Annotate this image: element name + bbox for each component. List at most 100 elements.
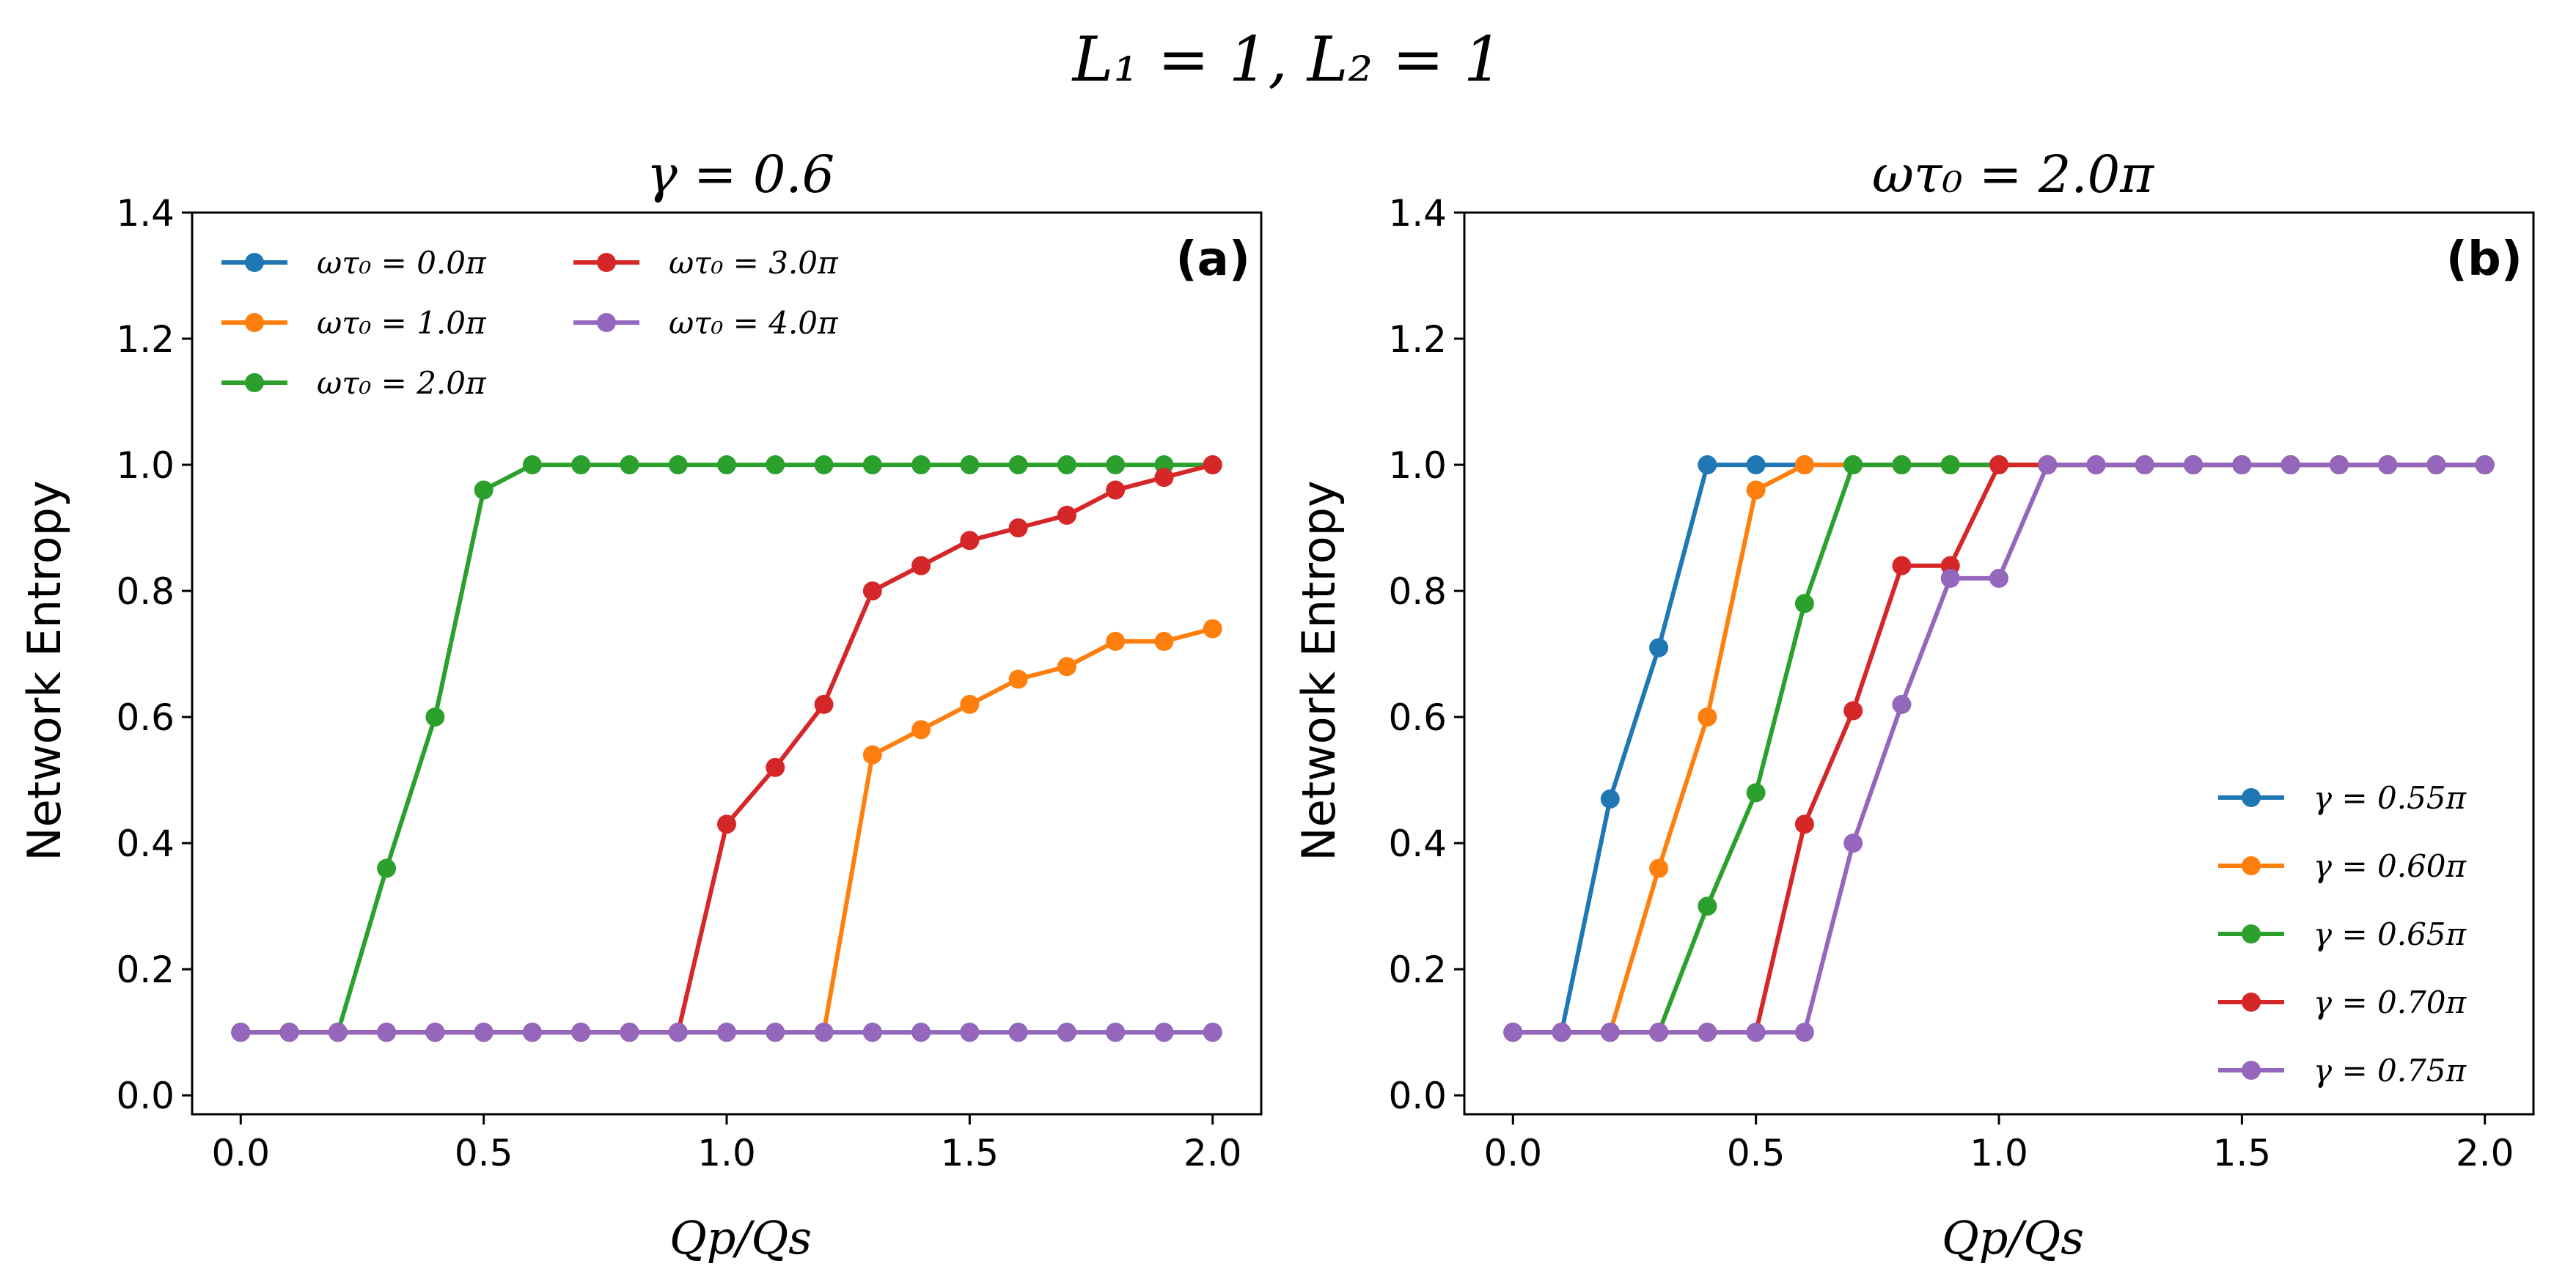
panel-b-xtick-label: 1.5 [2213, 1132, 2272, 1174]
panel-a-series-3-point [814, 694, 834, 714]
panel-b-ytick-label: 1.2 [1388, 318, 1447, 361]
panel-b-series-4-point [1892, 694, 1912, 714]
panel-a-series-1-point [1154, 631, 1174, 651]
panel-a-series-2-point [620, 455, 639, 475]
panel-b-legend-label: γ = 0.55π [2313, 780, 2467, 816]
panel-a-legend-marker [245, 373, 264, 392]
panel-b-series-4-point [2086, 455, 2106, 475]
panel-a-xtick-label: 0.0 [212, 1132, 271, 1174]
panel-a-legend-label: ωτ₀ = 3.0π [669, 245, 839, 281]
panel-a-series-3-point [1203, 455, 1222, 475]
panel-a-series-3-point [1154, 468, 1174, 487]
panel-b-legend-marker [2242, 856, 2261, 875]
panel-b-label: (b) [2446, 232, 2522, 287]
panel-b-ytick-label: 0.0 [1388, 1075, 1447, 1117]
panel-a-legend-label: ωτ₀ = 1.0π [317, 305, 487, 341]
panel-b-series-4-point [1600, 1023, 1620, 1042]
panel-a-series-4-point [328, 1023, 348, 1042]
panel-b-series-0-point [1698, 455, 1717, 475]
panel-b-series-4-point [2232, 455, 2252, 475]
panel-a-ytick-label: 0.4 [116, 823, 175, 865]
panel-a-series-2-point [425, 707, 445, 727]
panel-a-series-4-point [1008, 1023, 1028, 1042]
panel-a-series-4-point [620, 1023, 639, 1042]
panel-a-legend-marker [597, 253, 616, 272]
panel-a-series-2-point [474, 480, 493, 500]
panel-a-series-4-point [911, 1023, 931, 1042]
panel-b-series-4-point [1746, 1023, 1766, 1042]
panel-a-series-2-point [911, 455, 931, 475]
panel-b-series-0-point [1649, 638, 1669, 658]
panel-b-series-4-point [1649, 1023, 1669, 1042]
panel-b-series-4-point [1552, 1023, 1571, 1042]
panel-a-xlabel: Qp/Qs [669, 1211, 812, 1265]
panel-b-series-4-point [2184, 455, 2203, 475]
panel-a-series-4-point [862, 1023, 882, 1042]
panel-b-legend-marker [2242, 924, 2261, 943]
panel-b-series-4-point [2378, 455, 2398, 475]
panel-a-series-4-point [1106, 1023, 1126, 1042]
panel-b-series-1-point [1649, 858, 1669, 878]
panel-b-legend-label: γ = 0.65π [2313, 916, 2467, 952]
panel-a: γ = 0.6 Network Entropy Qp/Qs (a) 0.0 0.5… [18, 144, 1263, 1265]
panel-b-series-4-point [1698, 1023, 1717, 1042]
panel-b-legend-label: γ = 0.70π [2313, 985, 2467, 1020]
panel-b-xtick-label: 1.0 [1970, 1132, 2028, 1174]
panel-b-series-4-point [2426, 455, 2446, 475]
panel-b-series-2-point [1794, 594, 1814, 614]
panel-a-series-3-point [1008, 518, 1028, 538]
panel-a-ytick-label: 1.4 [116, 192, 175, 235]
panel-a-series-2-point [377, 858, 397, 878]
panel-a-series-4-point [668, 1023, 688, 1042]
panel-a-series-4-point [766, 1023, 785, 1042]
panel-b-series-3-point [1989, 455, 2008, 475]
panel-a-series-4-point [231, 1023, 251, 1042]
panel-a-series-4-point [1057, 1023, 1076, 1042]
panel-b-series-4-point [2038, 455, 2058, 475]
panel-a-ylabel: Network Entropy [18, 480, 71, 861]
panel-b-series-3-point [1843, 701, 1863, 721]
panel-b-series-0-point [1600, 789, 1620, 809]
panel-b-legend-marker [2242, 788, 2261, 807]
panel-a-series-4-point [960, 1023, 980, 1042]
panel-a-series-1-point [960, 694, 980, 714]
panel-a-series-2-point [1106, 455, 1126, 475]
panel-a-series-1-point [1106, 631, 1126, 651]
panel-b-series-2-point [1843, 455, 1863, 475]
panel-b-series-4-point [1503, 1023, 1523, 1042]
panel-a-series-4-point [717, 1023, 736, 1042]
panel-a-legend-marker [245, 313, 264, 332]
panel-a-label: (a) [1175, 232, 1250, 287]
panel-a-series-4-point [474, 1023, 493, 1042]
panel-a-legend-label: ωτ₀ = 2.0π [317, 365, 487, 401]
panel-b-legend-marker [2242, 993, 2261, 1012]
panel-b-series-1-point [1698, 707, 1717, 727]
panel-b-xtick-label: 0.0 [1484, 1132, 1543, 1174]
panel-a-series-2-point [766, 455, 785, 475]
panel-a-series-4-point [425, 1023, 445, 1042]
panel-a-series-line-3 [241, 463, 1214, 1035]
panel-a-ytick-label: 0.6 [116, 696, 175, 739]
panel-b-series-2-point [1746, 783, 1766, 803]
panel-a-series-3-point [766, 757, 785, 777]
panel-a-series-4-point [279, 1023, 299, 1042]
panel-b-series-0-point [1746, 455, 1766, 475]
panel-a-series-1-point [1057, 657, 1076, 677]
panel-b-series-1-point [1794, 455, 1814, 475]
panel-b-ytick-label: 0.6 [1388, 696, 1447, 739]
panel-a-legend-marker [597, 313, 616, 332]
panel-a-series-3-point [960, 531, 980, 551]
panel-a-series-2-point [1008, 455, 1028, 475]
panel-b-legend-label: γ = 0.75π [2313, 1053, 2467, 1089]
panel-a-legend-marker [245, 253, 264, 272]
panel-a-series-1-point [911, 720, 931, 740]
panel-b-ytick-label: 1.4 [1388, 192, 1447, 235]
panel-a-ytick-label: 1.2 [116, 318, 175, 361]
panel-a-series-2-point [1057, 455, 1076, 475]
panel-b-ytick-label: 0.8 [1388, 570, 1447, 613]
panel-a-series-2-point [717, 455, 736, 475]
panel-b-series-4-point [1843, 833, 1863, 853]
panel-a-series-4-point [571, 1023, 591, 1042]
panel-a-series-3-point [911, 556, 931, 575]
